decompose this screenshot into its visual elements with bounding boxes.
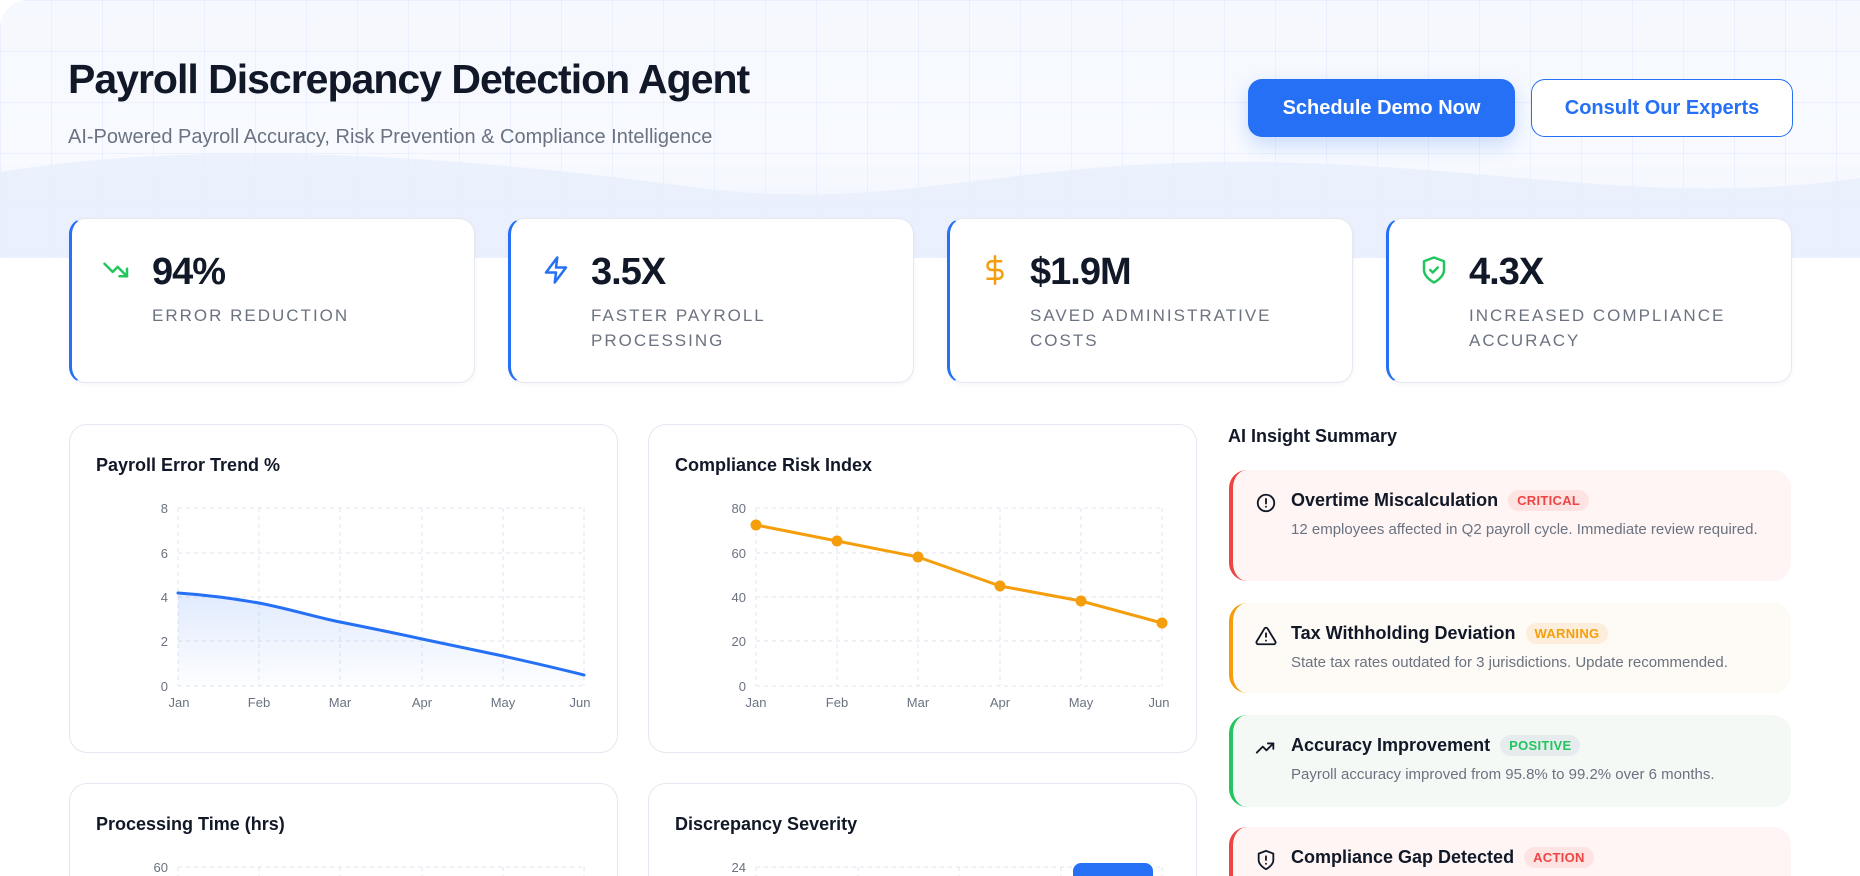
svg-text:20: 20: [732, 634, 746, 649]
warning-triangle-icon: [1255, 626, 1277, 646]
svg-text:8: 8: [161, 501, 168, 516]
svg-text:4: 4: [161, 590, 168, 605]
shield-check-icon: [1422, 256, 1446, 284]
severity-bar: [1073, 863, 1153, 876]
svg-text:40: 40: [732, 590, 746, 605]
stat-value: 4.3X: [1469, 251, 1544, 293]
error-trend-chart: 8 6 4 2 0 Jan Feb Mar Apr May Jun: [161, 501, 591, 710]
insight-card-tax-withholding[interactable]: Tax Withholding Deviation WARNING State …: [1229, 603, 1791, 693]
svg-text:Jan: Jan: [746, 695, 767, 710]
stat-value: 3.5X: [591, 251, 666, 293]
severity-chart: 24: [732, 860, 1163, 876]
insight-title: Tax Withholding Deviation: [1291, 623, 1516, 643]
svg-text:Feb: Feb: [826, 695, 848, 710]
processing-time-chart: 60: [154, 860, 585, 876]
insight-card-accuracy[interactable]: Accuracy Improvement POSITIVE Payroll ac…: [1229, 715, 1791, 807]
lightning-icon: [544, 256, 568, 284]
stat-value: 94%: [152, 251, 226, 293]
status-badge: CRITICAL: [1508, 490, 1590, 511]
svg-text:80: 80: [732, 501, 746, 516]
chart-card-risk-index: Compliance Risk Index 80 60 40 20 0 Jan Feb M…: [648, 424, 1197, 753]
status-badge: POSITIVE: [1500, 735, 1581, 756]
svg-text:60: 60: [154, 860, 168, 875]
insight-description: State tax rates outdated for 3 jurisdict…: [1291, 654, 1728, 671]
risk-index-chart: 80 60 40 20 0 Jan Feb Mar Apr May Jun: [732, 501, 1170, 710]
svg-text:Jan: Jan: [169, 695, 190, 710]
svg-text:Jun: Jun: [570, 695, 591, 710]
trending-up-icon: [1255, 742, 1275, 754]
svg-text:May: May: [491, 695, 516, 710]
schedule-demo-button[interactable]: Schedule Demo Now: [1248, 79, 1515, 137]
stat-value: $1.9M: [1030, 251, 1132, 293]
svg-text:0: 0: [739, 679, 746, 694]
insight-description: Payroll accuracy improved from 95.8% to …: [1291, 766, 1715, 783]
chart-card-processing-time: Processing Time (hrs) 60: [69, 783, 618, 876]
insight-card-compliance-gap[interactable]: Compliance Gap Detected ACTION: [1229, 827, 1791, 876]
trending-down-icon: [103, 262, 129, 278]
svg-text:24: 24: [732, 860, 746, 875]
chart-title: Payroll Error Trend %: [96, 455, 281, 475]
chart-card-error-trend: Payroll Error Trend % 8 6 4 2 0 Jan Feb Mar A…: [69, 424, 618, 753]
page-subtitle: AI-Powered Payroll Accuracy, Risk Preven…: [68, 126, 713, 148]
svg-text:Mar: Mar: [329, 695, 352, 710]
stat-label: Increased Compliance Accuracy: [1469, 306, 1726, 350]
insight-title: Overtime Miscalculation: [1291, 490, 1499, 510]
svg-text:Feb: Feb: [248, 695, 270, 710]
svg-text:Jun: Jun: [1149, 695, 1170, 710]
alert-circle-icon: [1256, 493, 1276, 513]
stat-card-saved-costs: $1.9M Saved Administrative Costs: [947, 218, 1353, 383]
svg-text:0: 0: [161, 679, 168, 694]
page-title: Payroll Discrepancy Detection Agent: [68, 56, 750, 102]
chart-title: Discrepancy Severity: [675, 814, 858, 834]
svg-text:2: 2: [161, 634, 168, 649]
insights-title: AI Insight Summary: [1228, 426, 1398, 446]
stat-label: Faster Payroll Processing: [591, 306, 766, 350]
insight-description: 12 employees affected in Q2 payroll cycl…: [1291, 521, 1758, 538]
stat-card-compliance-accuracy: 4.3X Increased Compliance Accuracy: [1386, 218, 1792, 383]
chart-title: Compliance Risk Index: [675, 455, 873, 475]
consult-experts-button[interactable]: Consult Our Experts: [1531, 79, 1793, 137]
svg-text:Apr: Apr: [990, 695, 1011, 710]
insight-title: Accuracy Improvement: [1291, 735, 1491, 755]
svg-text:60: 60: [732, 546, 746, 561]
insight-card-overtime[interactable]: Overtime Miscalculation CRITICAL 12 empl…: [1229, 470, 1791, 581]
status-badge: WARNING: [1525, 623, 1609, 644]
stat-card-error-reduction: 94% Error Reduction: [69, 218, 475, 383]
status-badge: ACTION: [1524, 847, 1594, 868]
shield-alert-icon: [1257, 849, 1275, 871]
svg-text:6: 6: [161, 546, 168, 561]
svg-text:May: May: [1069, 695, 1094, 710]
stat-label: Saved Administrative Costs: [1030, 306, 1272, 350]
dollar-icon: [986, 255, 1004, 285]
insight-title: Compliance Gap Detected: [1291, 847, 1515, 867]
svg-text:Apr: Apr: [412, 695, 433, 710]
chart-title: Processing Time (hrs): [96, 814, 285, 834]
chart-card-discrepancy-severity: Discrepancy Severity 24: [648, 783, 1197, 876]
stat-card-faster-processing: 3.5X Faster Payroll Processing: [508, 218, 914, 383]
svg-text:Mar: Mar: [907, 695, 930, 710]
stat-label: Error Reduction: [152, 306, 350, 325]
